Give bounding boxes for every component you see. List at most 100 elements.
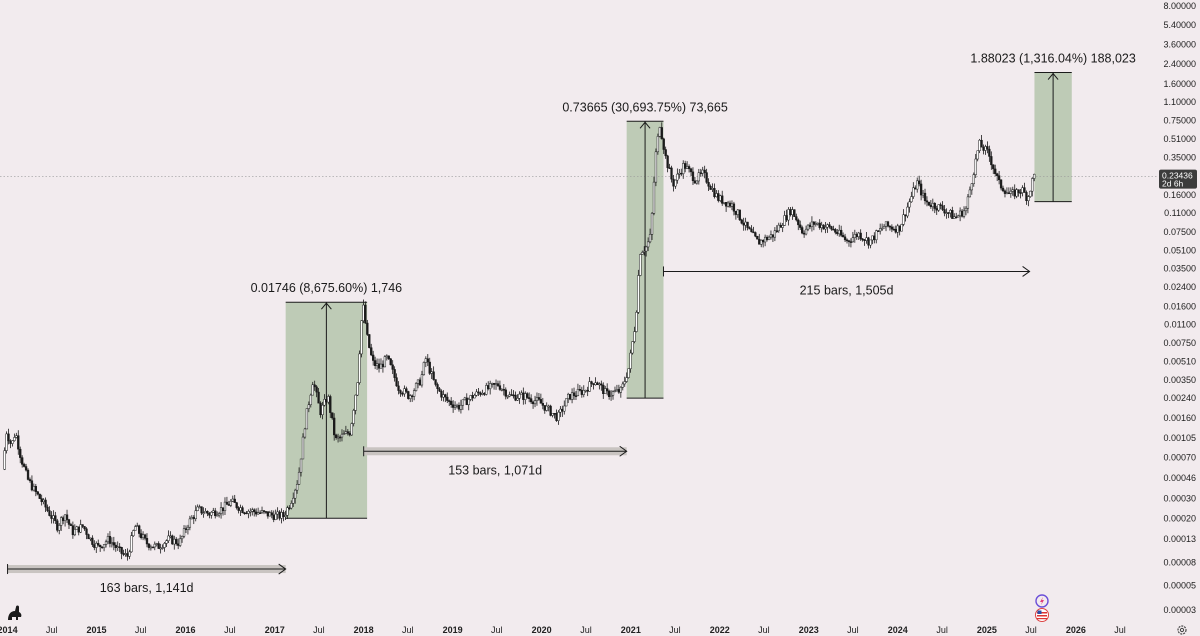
candle-body: [551, 413, 554, 416]
candle-body: [674, 179, 677, 187]
candle-body: [707, 182, 710, 187]
candle-body: [960, 210, 964, 217]
candle-body: [309, 394, 312, 406]
candle-body: [806, 224, 810, 230]
candle-body: [395, 377, 398, 387]
y-tick-label: 0.00003: [1163, 605, 1196, 615]
x-axis[interactable]: 2014 Jul 2015 Jul 2016 Jul 2017 Jul 2018 Jul 2019 J…: [0, 625, 1126, 635]
duration-2021-label: 215 bars, 1,505d: [800, 283, 894, 297]
candle-body: [834, 229, 837, 233]
candle-body: [832, 228, 835, 231]
us-flag-icon[interactable]: [1035, 608, 1049, 622]
candle-body: [327, 396, 330, 403]
y-tick-label: 0.01600: [1163, 301, 1196, 311]
candle-body: [110, 542, 114, 544]
candle-body: [81, 524, 84, 527]
candle-body: [853, 234, 856, 238]
y-tick-label: 1.10000: [1163, 97, 1196, 107]
candle-body: [855, 234, 858, 238]
candle-body: [783, 215, 786, 226]
candle-body: [522, 392, 525, 400]
candle-body: [678, 172, 681, 175]
candle-body: [547, 405, 550, 408]
candle-body: [992, 164, 995, 170]
lightning-icon[interactable]: [1035, 594, 1049, 608]
candle-body: [1019, 192, 1022, 194]
candle-body: [1003, 190, 1007, 194]
candle-body: [758, 238, 761, 245]
candle-body: [533, 400, 537, 405]
candle-body: [274, 513, 277, 520]
candle-body: [389, 358, 392, 366]
candle-body: [69, 524, 73, 526]
candle-body: [1007, 192, 1011, 195]
candle-body: [360, 320, 363, 355]
candle-body: [393, 369, 396, 378]
candle-body: [629, 352, 632, 369]
x-tick-label: 2025: [977, 625, 997, 635]
candle-body: [1001, 187, 1005, 192]
candle-body: [863, 239, 866, 241]
candle-body: [818, 222, 821, 228]
y-axis[interactable]: 8.00000 5.40000 3.60000 2.40000 1.60000 1.100…: [1163, 1, 1196, 615]
tradingview-dino-icon[interactable]: [8, 605, 22, 621]
candle-body: [299, 458, 303, 473]
candle-body: [36, 491, 39, 495]
candle-body: [362, 304, 365, 322]
candle-body: [736, 209, 739, 215]
candle-body: [331, 412, 334, 419]
candle-body: [740, 219, 743, 224]
candle-body: [3, 450, 6, 470]
candle-body: [890, 226, 894, 230]
candle-body: [594, 382, 597, 386]
candle-body: [475, 391, 478, 396]
candle-body: [867, 237, 870, 246]
candle-body: [693, 180, 697, 184]
candle-body: [528, 397, 531, 399]
candle-body: [1021, 187, 1024, 193]
candle-body: [570, 392, 574, 400]
candle-body: [165, 540, 168, 544]
candle-body: [350, 423, 353, 436]
candle-body: [153, 543, 156, 548]
candle-body: [280, 512, 283, 519]
candle-body: [58, 525, 61, 531]
x-tick-label: Jul: [135, 625, 147, 635]
candle-body: [124, 553, 127, 555]
candle-body: [939, 204, 942, 206]
candle-body: [849, 241, 853, 243]
candle-body: [446, 396, 449, 401]
candle-body: [97, 543, 100, 546]
candle-body: [268, 512, 271, 517]
candle-body: [145, 538, 149, 545]
candle-body: [377, 363, 381, 369]
candle-body: [999, 179, 1003, 189]
candle-body: [370, 347, 373, 356]
candle-body: [212, 510, 215, 513]
candle-body: [898, 225, 901, 232]
x-tick-label: 2023: [799, 625, 819, 635]
candle-body: [457, 404, 461, 410]
gear-icon[interactable]: [1177, 625, 1187, 635]
candle-body: [847, 240, 851, 242]
candle-body: [804, 228, 808, 235]
candle-body: [307, 404, 310, 409]
candle-body: [724, 202, 728, 207]
candle-body: [414, 383, 418, 391]
candle-body: [284, 515, 287, 517]
candle-body: [192, 517, 195, 519]
candle-body: [892, 228, 895, 231]
candle-body: [385, 355, 388, 358]
candle-body: [582, 390, 585, 395]
y-tick-label: 0.03500: [1163, 264, 1196, 274]
candle-body: [779, 224, 782, 228]
candle-body: [584, 389, 587, 392]
candle-body: [391, 364, 394, 370]
candle-body: [752, 231, 755, 234]
candle-body: [237, 507, 240, 511]
candle-body: [529, 398, 533, 403]
candle-body: [405, 388, 408, 392]
y-tick-label: 0.00013: [1163, 534, 1196, 544]
candle-body: [364, 304, 367, 324]
